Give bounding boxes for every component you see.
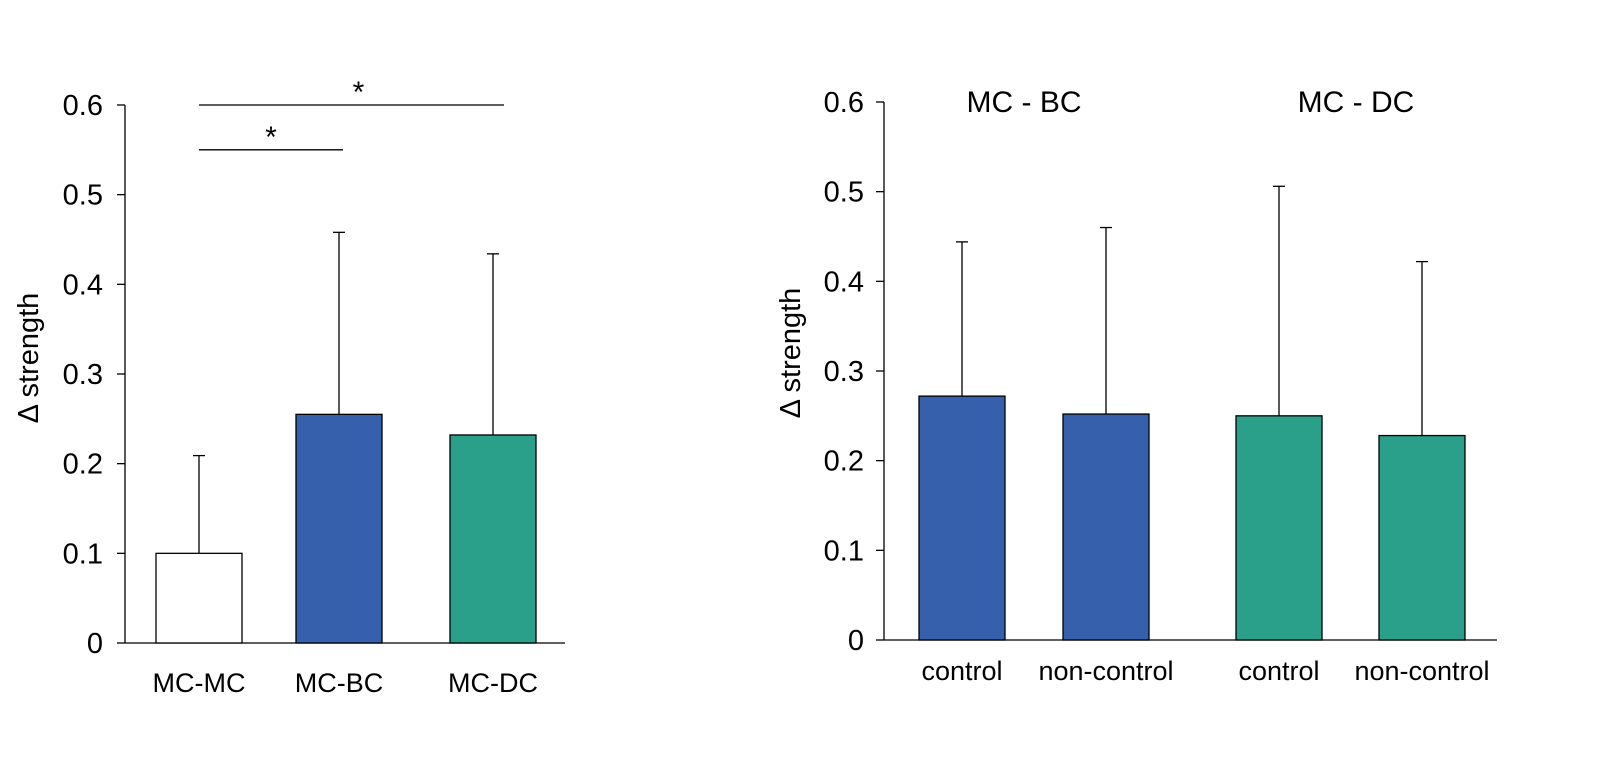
chart2-y-tick-label: 0.1: [824, 535, 864, 567]
chart2-category-label: control: [1238, 656, 1319, 686]
chart1-y-tick-label: 0.1: [63, 538, 103, 570]
chart2-category-label: non-control: [1038, 656, 1173, 686]
chart1-significance-star: *: [265, 121, 277, 154]
chart1-bar: [449, 434, 537, 644]
chart2-y-tick-label: 0.6: [824, 87, 864, 119]
chart1-y-tick-label: 0.2: [63, 449, 103, 481]
chart1-category-label: MC-DC: [448, 668, 538, 698]
chart1-y-tick-label: 0.6: [63, 90, 103, 122]
chart2-bar: [1062, 413, 1150, 641]
chart2-y-tick-label: 0.2: [824, 446, 864, 478]
chart1-significance-star: *: [353, 76, 365, 109]
chart2-bar: [918, 395, 1006, 641]
chart1-category-label: MC-BC: [295, 668, 384, 698]
chart1-bar: [155, 552, 243, 644]
chart2-group-title: MC - DC: [1298, 86, 1415, 119]
chart2-y-tick-label: 0: [848, 625, 864, 657]
chart2-category-label: non-control: [1354, 656, 1489, 686]
chart2-y-axis-title: Δ strength: [775, 288, 807, 419]
chart1-y-tick-label: 0.3: [63, 359, 103, 391]
chart2-y-tick-label: 0.5: [824, 177, 864, 209]
chart2-category-label: control: [921, 656, 1002, 686]
chart1-y-tick-label: 0: [87, 628, 103, 660]
chart2-y-tick-label: 0.3: [824, 356, 864, 388]
chart2-y-tick-label: 0.4: [824, 266, 864, 298]
chart2-bar: [1235, 415, 1323, 641]
chart1-y-tick-label: 0.4: [63, 269, 103, 301]
chart1-y-axis-title: Δ strength: [13, 293, 45, 424]
chart1-y-tick-label: 0.5: [63, 180, 103, 212]
chart1-category-label: MC-MC: [153, 668, 246, 698]
chart2-bar: [1378, 434, 1466, 641]
chart2-group-title: MC - BC: [967, 86, 1082, 119]
chart1-bar: [295, 413, 383, 644]
